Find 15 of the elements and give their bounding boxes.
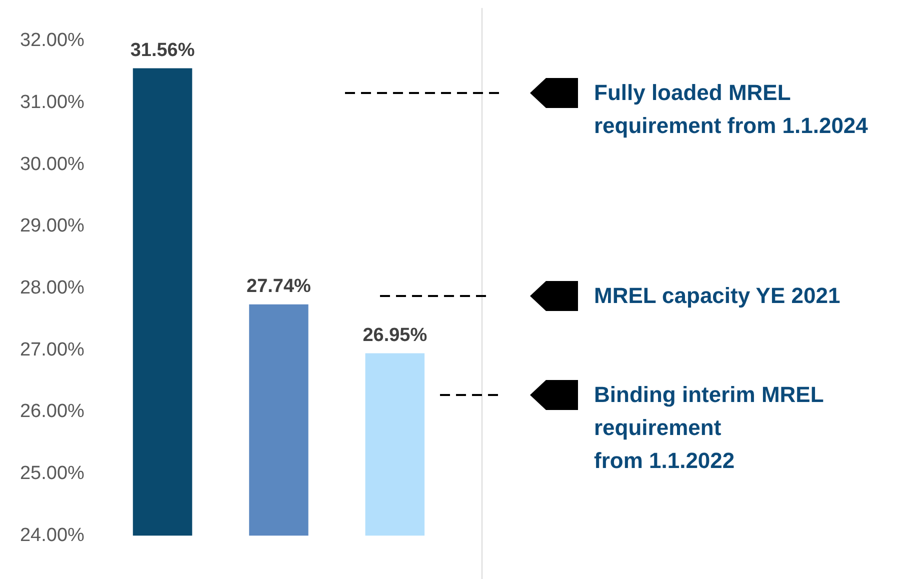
text: Binding interim MREL requirement from 1.1.2022	[594, 381, 824, 475]
y-tick-label: 31.00%	[20, 92, 85, 114]
text: MREL capacity YE 2021	[594, 282, 840, 310]
y-tick-label: 32.00%	[20, 30, 85, 52]
y-tick-label: 30.00%	[20, 154, 85, 175]
data-label: 31.56%	[130, 40, 195, 61]
y-tick-label: 29.00%	[20, 216, 85, 237]
text: Fully loaded MREL requirement from 1.1.2024	[594, 79, 868, 140]
y-tick-label: 26.00%	[20, 401, 85, 422]
y-tick-label: 24.00%	[20, 524, 85, 546]
y-tick-label: 28.00%	[20, 278, 85, 299]
data-label: 27.74%	[246, 276, 312, 298]
y-tick-label: 27.00%	[20, 339, 85, 360]
data-label: 26.95%	[362, 324, 428, 346]
y-tick-label: 25.00%	[20, 463, 85, 484]
